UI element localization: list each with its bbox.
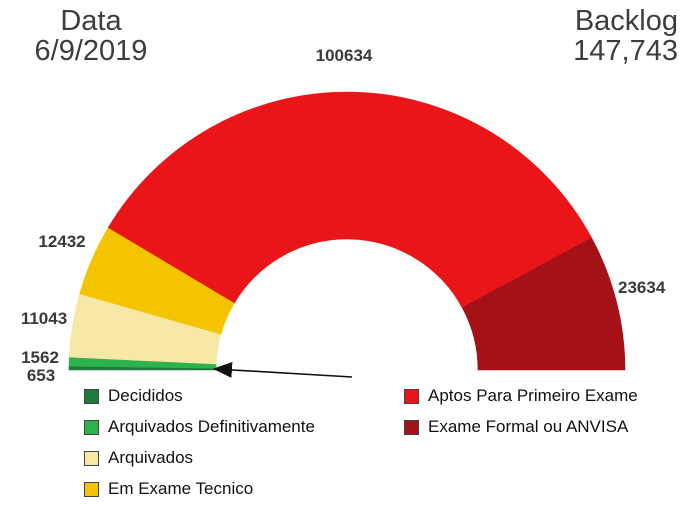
legend-swatch-arquivados-definitivamente — [84, 419, 99, 435]
legend-label: Arquivados Definitivamente — [108, 417, 315, 436]
value-label-aptos: 100634 — [315, 46, 373, 65]
donut-segments — [68, 91, 626, 371]
legend-right-column: Aptos Para Primeiro Exame Exame Formal o… — [404, 386, 638, 437]
legend-item-aptos-para-primeiro-exame: Aptos Para Primeiro Exame — [404, 386, 638, 406]
legend-swatch-exame-formal-ou-anvisa — [404, 419, 419, 435]
date-block: Data 6/9/2019 — [6, 6, 176, 67]
value-label-em-exame: 12432 — [38, 232, 86, 251]
legend-swatch-arquivados — [84, 450, 99, 466]
segment-exame-formal-ou-anvisa — [461, 237, 626, 371]
legend-label: Em Exame Tecnico — [108, 479, 254, 498]
legend-item-arquivados-definitivamente: Arquivados Definitivamente — [84, 417, 315, 437]
value-label-exame-formal: 23634 — [618, 278, 666, 297]
value-label-arquivados-definitivamente: 1562 — [21, 348, 59, 367]
legend-label: Aptos Para Primeiro Exame — [428, 386, 638, 405]
date-value: 6/9/2019 — [34, 35, 148, 68]
legend-label: Decididos — [108, 386, 183, 405]
backlog-value: 147,743 — [573, 35, 678, 68]
value-label-decididos: 653 — [26, 366, 56, 385]
value-label-arquivados: 11043 — [20, 309, 68, 328]
legend-label: Arquivados — [108, 448, 194, 467]
legend-label: Exame Formal ou ANVISA — [428, 417, 629, 436]
legend-swatch-em-exame-tecnico — [84, 481, 99, 497]
legend-item-exame-formal-ou-anvisa: Exame Formal ou ANVISA — [404, 417, 638, 437]
legend-swatch-aptos-para-primeiro-exame — [404, 388, 419, 404]
legend-item-arquivados: Arquivados — [84, 448, 315, 468]
date-label: Data — [60, 5, 122, 37]
legend-left-column: Decididos Arquivados Definitivamente Arq… — [84, 386, 315, 499]
legend-item-em-exame-tecnico: Em Exame Tecnico — [84, 479, 315, 499]
pointer-arrow-icon — [212, 361, 353, 378]
segment-aptos-para-primeiro-exame — [107, 91, 593, 309]
legend-swatch-decididos — [84, 388, 99, 404]
backlog-label: Backlog — [574, 5, 678, 37]
legend-item-decididos: Decididos — [84, 386, 315, 406]
backlog-block: Backlog 147,743 — [478, 6, 678, 67]
